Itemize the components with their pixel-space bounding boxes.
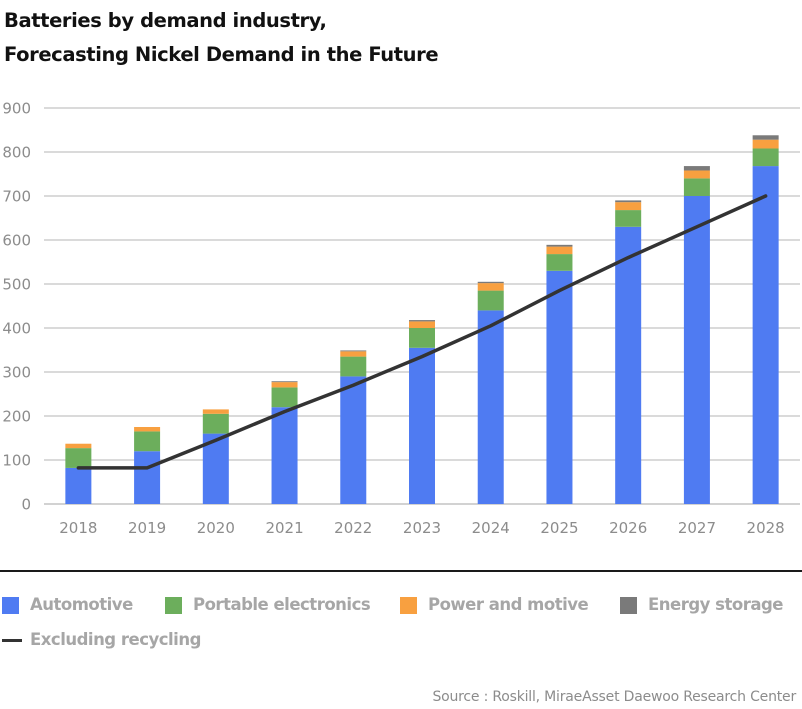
line-layer <box>76 194 768 470</box>
x-tick-label-2023: 2023 <box>403 519 441 537</box>
y-axis-ticks: 0 100 200 300 400 500 600 700 800 900 <box>2 100 31 514</box>
legend-line-excluding-recycling <box>2 639 22 642</box>
chart-title-line-2: Forecasting Nickel Demand in the Future <box>4 43 439 66</box>
x-tick-label-2026: 2026 <box>609 519 647 537</box>
bar-power-and-motive-2020 <box>202 409 229 414</box>
y-tick-label-0: 0 <box>21 496 31 514</box>
bar-automotive-2027 <box>683 196 710 504</box>
x-tick-label-2020: 2020 <box>197 519 235 537</box>
bar-energy-storage-2024 <box>477 281 504 284</box>
chart-title-line-1: Batteries by demand industry, <box>4 9 327 32</box>
x-tick-label-2019: 2019 <box>128 519 166 537</box>
bar-energy-storage-2028 <box>752 135 779 140</box>
bar-energy-storage-2025 <box>546 244 573 247</box>
y-tick-label-800: 800 <box>2 144 31 162</box>
legend-swatch-automotive <box>2 597 19 614</box>
bar-energy-storage-2022 <box>340 350 367 352</box>
bar-portable-electronics-2028 <box>752 148 779 167</box>
bar-layer <box>65 135 779 505</box>
legend-separator <box>0 570 802 572</box>
legend-swatch-power-and-motive <box>400 597 417 614</box>
bar-portable-electronics-2022 <box>340 356 367 377</box>
bar-energy-storage-2021 <box>271 381 298 383</box>
legend-swatch-energy-storage <box>620 597 637 614</box>
y-tick-label-700: 700 <box>2 188 31 206</box>
bar-power-and-motive-2022 <box>340 351 367 357</box>
stacked-bar-chart: 0 100 200 300 400 500 600 700 800 900 2018 2019 202… <box>2 100 800 537</box>
bar-energy-storage-2026 <box>615 200 642 203</box>
bar-portable-electronics-2020 <box>202 413 229 434</box>
bar-portable-electronics-2019 <box>134 431 161 452</box>
bar-power-and-motive-2027 <box>683 170 710 179</box>
x-tick-label-2018: 2018 <box>59 519 97 537</box>
chart-title: Batteries by demand industry, Forecastin… <box>4 4 794 72</box>
x-tick-label-2028: 2028 <box>747 519 785 537</box>
bar-portable-electronics-2025 <box>546 254 573 271</box>
legend-swatch-portable-electronics <box>165 597 182 614</box>
bar-power-and-motive-2024 <box>477 283 504 291</box>
legend-label-energy-storage: Energy storage <box>648 595 783 614</box>
y-tick-label-200: 200 <box>2 408 31 426</box>
bar-automotive-2025 <box>546 270 573 504</box>
bar-portable-electronics-2027 <box>683 178 710 196</box>
bar-power-and-motive-2026 <box>615 202 642 211</box>
y-tick-label-300: 300 <box>2 364 31 382</box>
legend-label-excluding-recycling: Excluding recycling <box>30 630 201 649</box>
bar-portable-electronics-2026 <box>615 210 642 227</box>
legend-label-portable-electronics: Portable electronics <box>193 595 371 614</box>
y-tick-label-100: 100 <box>2 452 31 470</box>
bar-portable-electronics-2018 <box>65 448 92 468</box>
bar-automotive-2019 <box>134 451 161 504</box>
legend-label-power-and-motive: Power and motive <box>428 595 589 614</box>
x-tick-label-2025: 2025 <box>540 519 578 537</box>
legend-label-automotive: Automotive <box>30 595 133 614</box>
bar-automotive-2026 <box>615 226 642 505</box>
x-tick-label-2022: 2022 <box>334 519 372 537</box>
x-tick-label-2024: 2024 <box>472 519 510 537</box>
bar-automotive-2021 <box>271 407 298 504</box>
bar-automotive-2022 <box>340 376 367 504</box>
line-excluding-recycling <box>76 194 768 470</box>
bar-portable-electronics-2024 <box>477 290 504 311</box>
x-axis-ticks: 2018 2019 2020 2021 2022 2023 2024 2025 2026 2027… <box>59 519 784 537</box>
source-note: Source : Roskill, MiraeAsset Daewoo Rese… <box>432 689 796 705</box>
y-tick-label-500: 500 <box>2 276 31 294</box>
bar-automotive-2024 <box>477 310 504 504</box>
y-tick-label-900: 900 <box>2 100 31 118</box>
y-tick-label-600: 600 <box>2 232 31 250</box>
bar-portable-electronics-2021 <box>271 387 298 408</box>
bar-power-and-motive-2028 <box>752 139 779 149</box>
bar-automotive-2028 <box>752 166 779 504</box>
bar-power-and-motive-2025 <box>546 246 573 255</box>
bar-portable-electronics-2023 <box>409 328 435 348</box>
bar-power-and-motive-2021 <box>271 382 298 388</box>
x-tick-label-2021: 2021 <box>265 519 303 537</box>
bar-power-and-motive-2018 <box>65 443 92 449</box>
bar-energy-storage-2023 <box>409 320 435 322</box>
bar-automotive-2023 <box>409 347 435 504</box>
y-tick-label-400: 400 <box>2 320 31 338</box>
bar-power-and-motive-2023 <box>409 321 435 328</box>
bar-power-and-motive-2019 <box>134 427 161 432</box>
x-tick-label-2027: 2027 <box>678 519 716 537</box>
bar-energy-storage-2027 <box>683 166 710 171</box>
bar-automotive-2018 <box>65 467 92 504</box>
